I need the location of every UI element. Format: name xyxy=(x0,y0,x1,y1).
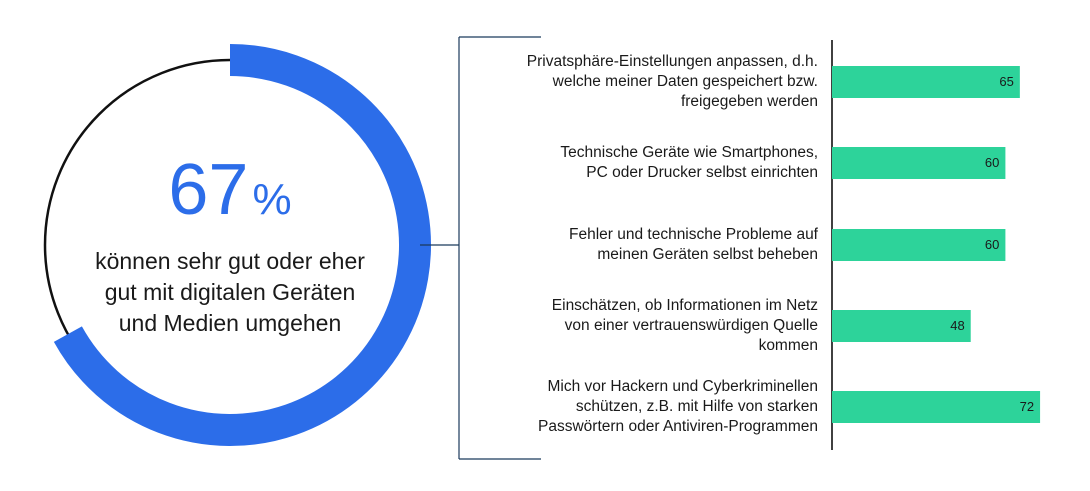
donut-description: können sehr gut oder eher gut mit digita… xyxy=(60,246,400,339)
bar-category-label-line: Passwörtern oder Antiviren-Programmen xyxy=(538,418,818,435)
donut-center: 67% können sehr gut oder eher gut mit di… xyxy=(60,150,400,339)
bar xyxy=(832,147,1006,179)
bar-value-label: 72 xyxy=(1019,399,1035,414)
percentage-number: 67 xyxy=(168,150,249,230)
donut-chart xyxy=(43,44,431,446)
bar-category-label-line: welche meiner Daten gespeichert bzw. xyxy=(552,73,818,90)
donut-share-arc xyxy=(53,44,431,446)
bar-category-label-line: PC oder Drucker selbst einrichten xyxy=(586,164,818,181)
bar-value-label: 60 xyxy=(984,237,1000,252)
bar-category-label: Einschätzen, ob Informationen im Netz von… xyxy=(478,296,818,356)
bar xyxy=(832,66,1020,98)
bar-category-label-line: Technische Geräte wie Smartphones, xyxy=(560,144,818,161)
bar-value-label: 60 xyxy=(984,155,1000,170)
bar-category-label-line: kommen xyxy=(758,337,818,354)
bar-category-label: Privatsphäre-Einstellungen anpassen, d.h… xyxy=(478,52,818,112)
bar-value-label: 48 xyxy=(950,318,965,333)
bar-category-label-line: meinen Geräten selbst beheben xyxy=(597,246,818,263)
bar-category-label: Technische Geräte wie Smartphones, PC ode… xyxy=(478,143,818,183)
bar-category-label-line: von einer vertrauenswürdigen Quelle xyxy=(564,317,818,334)
bar-category-label-line: Mich vor Hackern und Cyberkriminellen xyxy=(547,378,819,395)
bar-category-label-line: Fehler und technische Probleme auf xyxy=(568,226,818,243)
bar-category-label-line: schützen, z.B. mit Hilfe von starken xyxy=(575,398,818,415)
percentage-sign: % xyxy=(252,175,292,224)
donut-description-line: und Medien umgehen xyxy=(118,310,342,336)
donut-description-line: gut mit digitalen Geräten xyxy=(104,279,356,305)
big-percentage: 67% xyxy=(60,150,400,240)
bar-category-label: Mich vor Hackern und Cyberkriminellen sch… xyxy=(478,377,818,437)
bar xyxy=(832,391,1041,423)
bar-category-label-line: Privatsphäre-Einstellungen anpassen, d.h… xyxy=(526,53,818,70)
donut-description-line: können sehr gut oder eher xyxy=(95,248,365,274)
bar-category-label-line: freigegeben werden xyxy=(680,93,818,110)
bar-value-label: 65 xyxy=(999,74,1014,89)
bar xyxy=(832,229,1006,261)
bar-category-label: Fehler und technische Probleme auf meinen… xyxy=(478,225,818,265)
bar-category-label-line: Einschätzen, ob Informationen im Netz xyxy=(551,297,818,314)
